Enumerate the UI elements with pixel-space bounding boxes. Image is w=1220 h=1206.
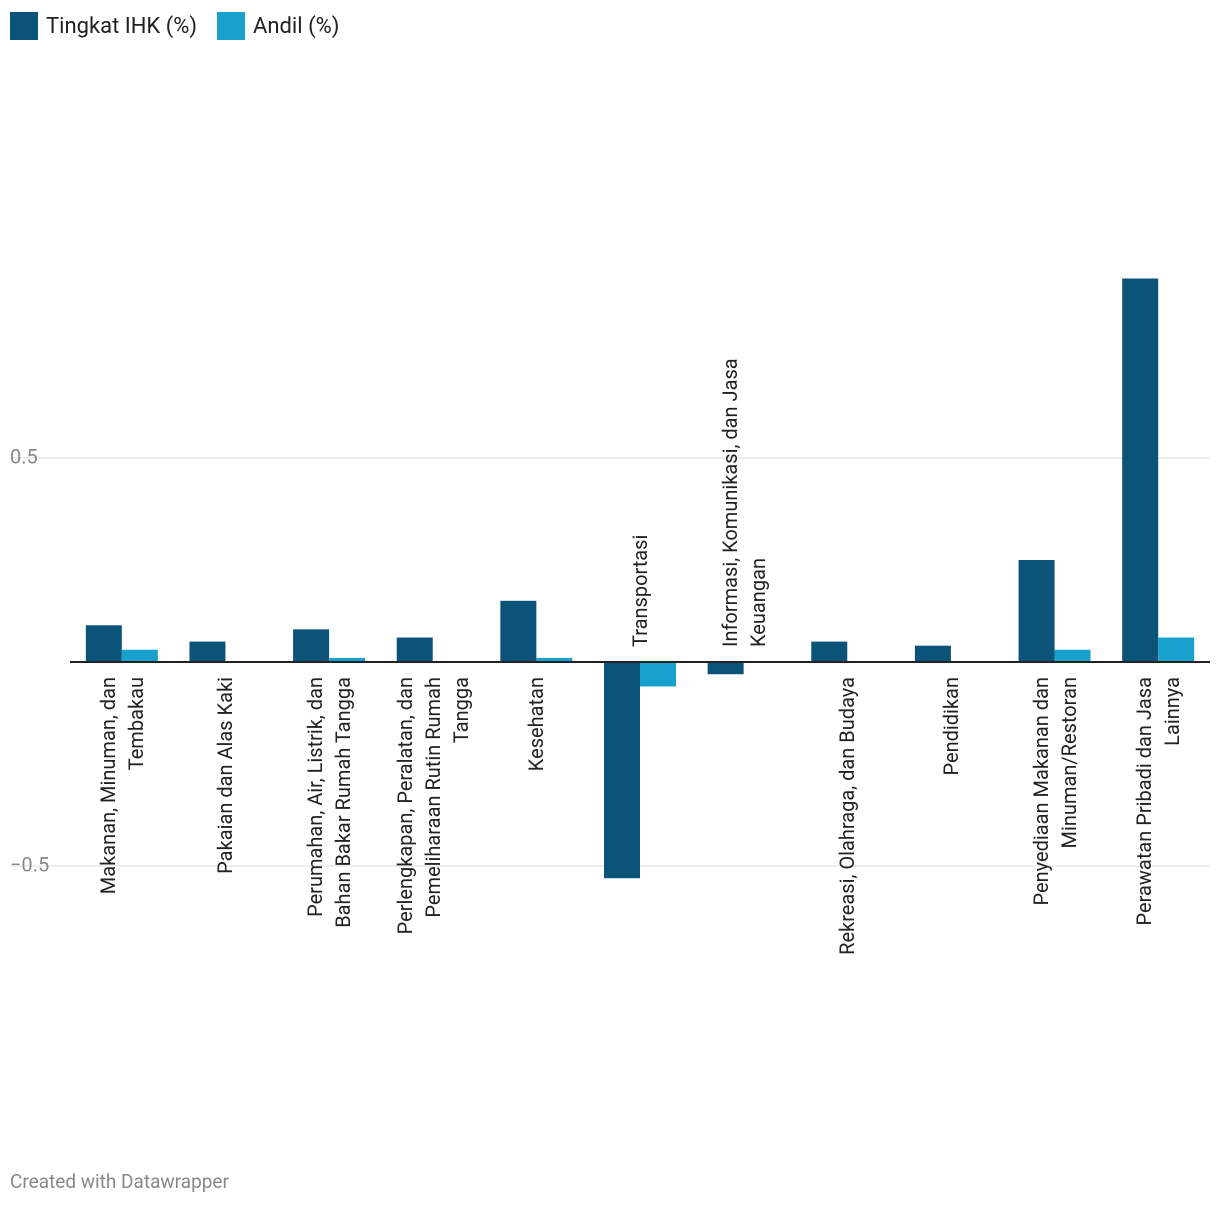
- bar: [914, 645, 951, 662]
- bar: [1158, 637, 1195, 662]
- bar: [811, 641, 848, 662]
- bar: [1018, 560, 1055, 662]
- legend-item: Tingkat IHK (%): [10, 12, 197, 40]
- x-tick-label: Pendidikan: [938, 677, 963, 776]
- bar: [396, 637, 433, 662]
- legend: Tingkat IHK (%) Andil (%): [10, 12, 339, 40]
- legend-swatch: [10, 12, 38, 40]
- bar: [1054, 649, 1091, 662]
- bar: [189, 641, 226, 662]
- legend-item: Andil (%): [217, 12, 339, 40]
- x-tick-label: Penyediaan Makanan dan Minuman/Restoran: [1028, 677, 1081, 906]
- bar: [640, 662, 676, 687]
- bar: [707, 662, 744, 675]
- legend-swatch: [217, 12, 245, 40]
- legend-label: Tingkat IHK (%): [46, 13, 197, 39]
- x-tick-label: Rekreasi, Olahraga, dan Budaya: [835, 677, 860, 955]
- x-tick-label: Transportasi: [628, 534, 652, 647]
- x-tick-label: Kesehatan: [524, 677, 549, 772]
- bar: [121, 649, 158, 662]
- bar: [1122, 278, 1159, 662]
- x-tick-label: Perawatan Pribadi dan Jasa Lainnya: [1132, 677, 1185, 926]
- legend-label: Andil (%): [253, 13, 340, 39]
- bar: [536, 657, 573, 662]
- y-tick-label: 0.5: [10, 444, 38, 468]
- x-tick-label: Makanan, Minuman, dan Tembakau: [95, 677, 148, 895]
- bar: [85, 625, 122, 662]
- x-tick-label: Perumahan, Air, Listrik, dan Bahan Bakar…: [303, 677, 356, 928]
- bar: [293, 629, 330, 662]
- x-tick-label: Informasi, Komunikasi, dan Jasa Keuangan: [717, 358, 770, 647]
- x-tick-label: Perlengkapan, Peralatan, dan Pemeliharaa…: [392, 677, 473, 935]
- bar: [500, 600, 537, 662]
- bar: [604, 662, 640, 879]
- x-tick-label: Pakaian dan Alas Kaki: [213, 677, 238, 874]
- y-tick-label: −0.5: [10, 852, 49, 876]
- bar: [329, 657, 366, 662]
- footer: Created with Datawrapper: [10, 1170, 229, 1193]
